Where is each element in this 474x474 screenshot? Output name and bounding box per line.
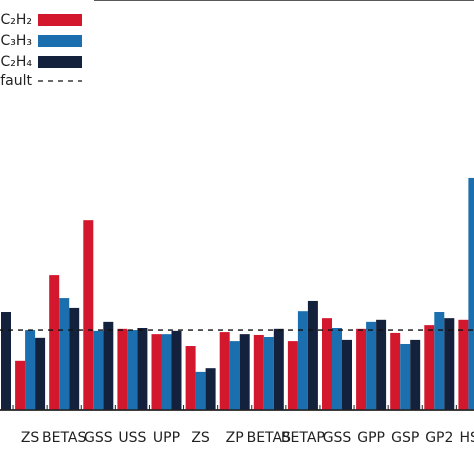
legend-label: C₂H₄ [0, 54, 32, 70]
x-tick-label: GP2 [425, 430, 453, 446]
bar [137, 328, 148, 410]
bar [366, 321, 377, 410]
x-tick-label: GSS [84, 430, 113, 446]
bar [35, 337, 46, 410]
bar [229, 341, 240, 410]
bar [424, 325, 435, 410]
bar [205, 368, 216, 410]
bar [332, 328, 342, 410]
bar [49, 275, 60, 410]
bar [83, 220, 94, 410]
x-tick-label: USS [118, 430, 146, 446]
bar [468, 177, 474, 410]
bar [356, 328, 367, 410]
bar [69, 307, 80, 410]
bar [410, 339, 421, 410]
bar [322, 318, 332, 410]
bar [1, 312, 11, 410]
bar [239, 334, 250, 410]
bar [434, 312, 445, 410]
legend-label: C₂H₂ [0, 12, 32, 28]
legend-swatch [38, 35, 82, 47]
bar [307, 300, 318, 410]
bar [59, 298, 70, 410]
x-tick-label: UPP [153, 430, 180, 446]
legend-swatch [38, 14, 82, 26]
bar [458, 319, 469, 410]
x-tick-label: BETAP [281, 430, 325, 446]
legend-swatch [38, 56, 82, 68]
bar [253, 334, 264, 410]
legend-label: C₃H₃ [0, 33, 32, 49]
x-tick-label: GSS [323, 430, 352, 446]
bar [195, 371, 206, 410]
x-tick-label: ZP [226, 430, 244, 446]
bar [93, 330, 104, 410]
bar [127, 330, 138, 410]
bar [342, 339, 352, 410]
legend: C₂H₂ C₃H₃ C₂H₄ default [0, 0, 94, 90]
bar [400, 343, 411, 410]
x-tick-label: GSP [391, 430, 419, 446]
bar [151, 334, 162, 410]
bar [376, 319, 387, 410]
bar [273, 328, 284, 410]
bar [297, 311, 308, 410]
bar [15, 360, 26, 410]
bar [161, 334, 172, 410]
bar [185, 346, 196, 410]
legend-label: default [0, 73, 33, 89]
bar [117, 328, 128, 410]
x-tick-label: ZS [191, 430, 210, 446]
x-tick-label: ZS [21, 430, 40, 446]
x-tick-label: GPP [357, 430, 385, 446]
bar [390, 332, 401, 410]
bar [219, 332, 230, 410]
bar [287, 341, 298, 410]
x-tick-label: BETAS [247, 430, 291, 446]
bar [444, 318, 455, 410]
bar [25, 330, 36, 410]
x-tick-label: BETAS [42, 430, 86, 446]
bar [103, 321, 114, 410]
bar [171, 330, 182, 410]
x-tick-label: HSP [459, 430, 474, 446]
bar [263, 337, 274, 410]
